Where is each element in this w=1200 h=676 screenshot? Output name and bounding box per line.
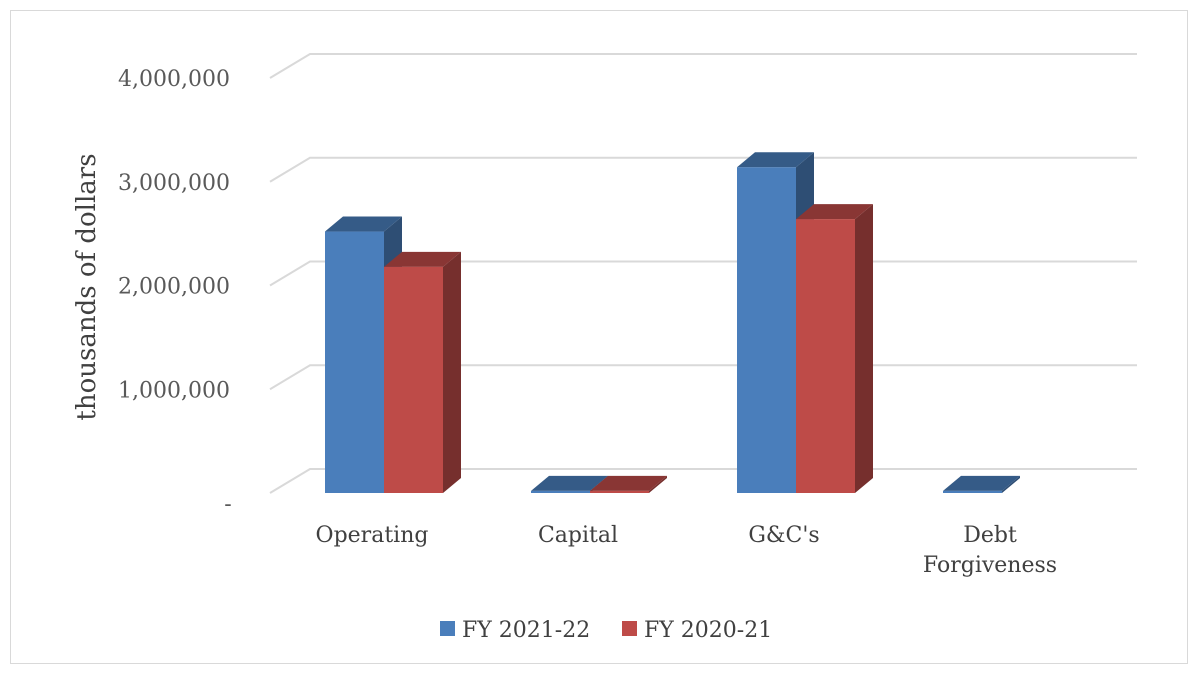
category-label: Debt Forgiveness [923, 523, 1057, 578]
legend-item: FY 2020-21 [622, 618, 772, 643]
gridline [269, 53, 1137, 79]
y-tick-label: - [224, 492, 231, 517]
bars [325, 152, 1020, 494]
bar-fy-2021-22-3 [943, 475, 1020, 493]
y-tick-labels: - 1,000,000 2,000,000 3,000,000 4,000,000 [118, 67, 232, 517]
y-tick-label: 1,000,000 [118, 378, 230, 403]
legend-item: FY 2021-22 [440, 618, 590, 643]
gridline [269, 156, 1137, 183]
y-tick-label: 2,000,000 [118, 275, 230, 300]
legend-label: FY 2020-21 [644, 618, 772, 643]
legend: FY 2021-22 FY 2020-21 [440, 618, 772, 643]
legend-swatch [622, 621, 637, 636]
chart-frame [10, 10, 1188, 664]
y-tick-label: 4,000,000 [118, 67, 230, 92]
category-labels: Operating Capital G&C's Debt Forgiveness [316, 523, 1058, 578]
y-tick-label: 3,000,000 [118, 171, 230, 196]
category-label: G&C's [748, 523, 819, 548]
bar-fy-2020-21-2 [796, 204, 873, 493]
legend-label: FY 2021-22 [462, 618, 590, 643]
bar-fy-2020-21-0 [384, 251, 461, 493]
category-label: Operating [316, 523, 429, 548]
bar-fy-2020-21-1 [590, 475, 667, 493]
category-label: Capital [538, 523, 618, 548]
y-axis-label: thousands of dollars [72, 153, 102, 420]
legend-swatch [440, 621, 455, 636]
